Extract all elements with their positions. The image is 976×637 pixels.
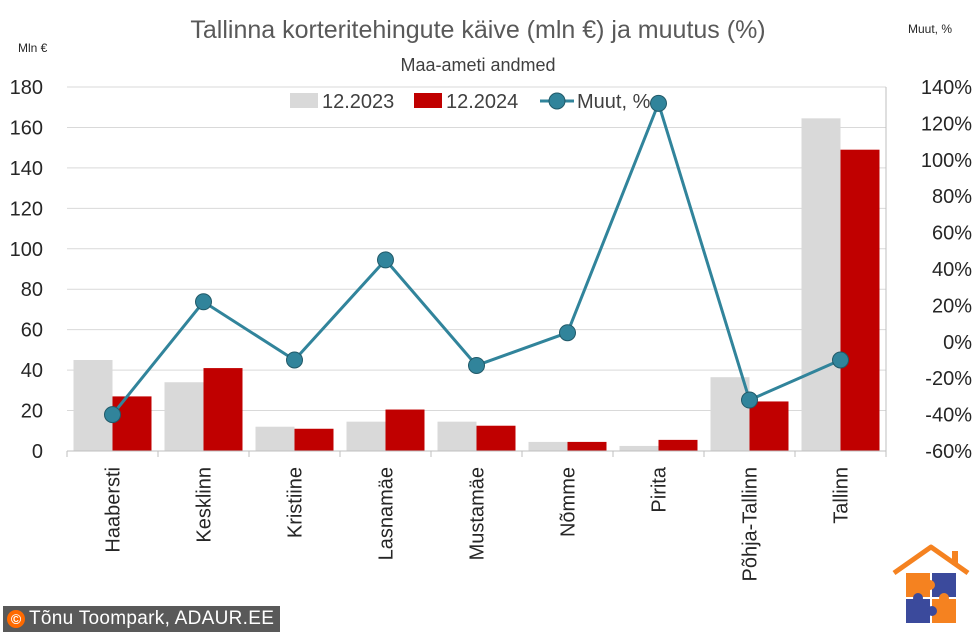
y-tick-label-8: 160 bbox=[10, 117, 43, 139]
legend-label-2023: 12.2023 bbox=[322, 91, 394, 113]
y2-tick-label-0: -60% bbox=[925, 441, 972, 463]
y2-tick-label-10: 140% bbox=[921, 77, 972, 99]
bar-2024-Kesklinn bbox=[203, 368, 243, 451]
y-tick-label-2: 40 bbox=[21, 360, 43, 382]
y2-tick-label-5: 40% bbox=[932, 259, 972, 281]
y2-tick-label-7: 80% bbox=[932, 186, 972, 208]
bar-2024-Mustamäe bbox=[476, 425, 516, 451]
x-category-label-Mustamäe: Mustamäe bbox=[467, 467, 489, 560]
y2-tick-label-1: -40% bbox=[925, 405, 972, 427]
x-category-label-Haabersti: Haabersti bbox=[103, 467, 125, 553]
copyright-icon: © bbox=[7, 610, 25, 628]
y-tick-label-9: 180 bbox=[10, 77, 43, 99]
bars-layer bbox=[73, 118, 880, 451]
legend-label-change: Muut, % bbox=[577, 91, 651, 113]
x-category-label-Nõmme: Nõmme bbox=[558, 467, 580, 537]
bar-2023-Kesklinn bbox=[164, 382, 204, 451]
change-marker-Mustamäe bbox=[468, 356, 485, 374]
bar-2023-Põhja-Tallinn bbox=[710, 377, 750, 451]
bar-2024-Kristiine bbox=[294, 428, 334, 451]
bar-2023-Mustamäe bbox=[437, 421, 477, 451]
chart-subtitle: Maa-ameti andmed bbox=[400, 55, 555, 75]
change-marker-Tallinn bbox=[832, 351, 849, 369]
change-marker-Nõmme bbox=[559, 324, 576, 342]
x-category-label-Lasnamäe: Lasnamäe bbox=[376, 467, 398, 560]
bar-2024-Tallinn bbox=[840, 149, 880, 451]
y-tick-label-7: 140 bbox=[10, 158, 43, 180]
y2-tick-label-6: 60% bbox=[932, 223, 972, 245]
logo-knob-1 bbox=[925, 580, 935, 590]
y-tick-label-1: 20 bbox=[21, 401, 43, 423]
copyright-credit: © Tõnu Toompark, ADAUR.EE bbox=[3, 606, 281, 632]
y-axis-ticks: 0 20 40 60 80 100 120 140 160 180 bbox=[10, 77, 43, 463]
chart-title: Tallinna korteritehingute käive (mln €) … bbox=[190, 16, 765, 44]
bar-2024-Nõmme bbox=[567, 441, 607, 451]
y2-tick-label-8: 100% bbox=[921, 150, 972, 172]
change-marker-Lasnamäe bbox=[377, 251, 394, 269]
change-marker-Kristiine bbox=[286, 351, 303, 369]
y-axis-unit-label: Mln € bbox=[18, 41, 48, 55]
credit-text: Tõnu Toompark, ADAUR.EE bbox=[29, 608, 275, 629]
bar-2023-Kristiine bbox=[255, 426, 295, 451]
axes-layer bbox=[66, 87, 887, 457]
legend-line-marker bbox=[548, 92, 566, 110]
y-tick-label-6: 120 bbox=[10, 198, 43, 220]
legend: 12.2023 12.2024 Muut, % bbox=[290, 91, 651, 113]
x-category-label-Kesklinn: Kesklinn bbox=[194, 467, 216, 543]
x-category-label-Tallinn: Tallinn bbox=[831, 467, 853, 524]
y-tick-label-3: 60 bbox=[21, 320, 43, 342]
bar-2024-Pirita bbox=[658, 439, 698, 451]
logo-knob-4 bbox=[927, 606, 937, 616]
y-tick-label-4: 80 bbox=[21, 279, 43, 301]
y2-axis-unit-label: Muut, % bbox=[908, 22, 952, 36]
y2-axis-ticks: -60% -40% -20% 0% 20% 40% 60% 80% 100% 120% 140% bbox=[921, 77, 972, 463]
logo-knob-3 bbox=[939, 593, 949, 603]
bar-2023-Pirita bbox=[619, 445, 659, 451]
y-tick-label-0: 0 bbox=[32, 441, 43, 463]
bar-2024-Haabersti bbox=[112, 396, 152, 451]
bar-2024-Lasnamäe bbox=[385, 409, 425, 451]
y2-tick-label-4: 20% bbox=[932, 295, 972, 317]
change-marker-Haabersti bbox=[104, 406, 121, 424]
logo-chimney bbox=[952, 551, 958, 565]
x-category-label-Põhja-Tallinn: Põhja-Tallinn bbox=[740, 467, 762, 582]
logo-knob-2 bbox=[913, 593, 923, 603]
adaur-logo bbox=[892, 544, 970, 623]
line-series-layer bbox=[104, 94, 849, 424]
change-marker-Kesklinn bbox=[195, 293, 212, 311]
x-category-label-Pirita: Pirita bbox=[649, 466, 671, 512]
bar-2023-Tallinn bbox=[801, 118, 841, 451]
y-tick-label-5: 100 bbox=[10, 239, 43, 261]
change-marker-Pirita bbox=[650, 94, 667, 112]
y2-tick-label-3: 0% bbox=[943, 332, 972, 354]
bar-2023-Nõmme bbox=[528, 441, 568, 451]
legend-swatch-2023 bbox=[290, 93, 318, 108]
bar-2024-Põhja-Tallinn bbox=[749, 401, 789, 451]
legend-swatch-2024 bbox=[414, 93, 442, 108]
y2-tick-label-2: -20% bbox=[925, 368, 972, 390]
change-marker-Põhja-Tallinn bbox=[741, 391, 758, 409]
bar-2023-Lasnamäe bbox=[346, 421, 386, 451]
legend-label-2024: 12.2024 bbox=[446, 91, 518, 113]
y2-tick-label-9: 120% bbox=[921, 113, 972, 135]
bar-2023-Haabersti bbox=[73, 360, 113, 451]
x-category-label-Kristiine: Kristiine bbox=[285, 467, 307, 538]
x-axis-categories: Haabersti Kesklinn Kristiine Lasnamäe Mustam… bbox=[103, 466, 853, 581]
